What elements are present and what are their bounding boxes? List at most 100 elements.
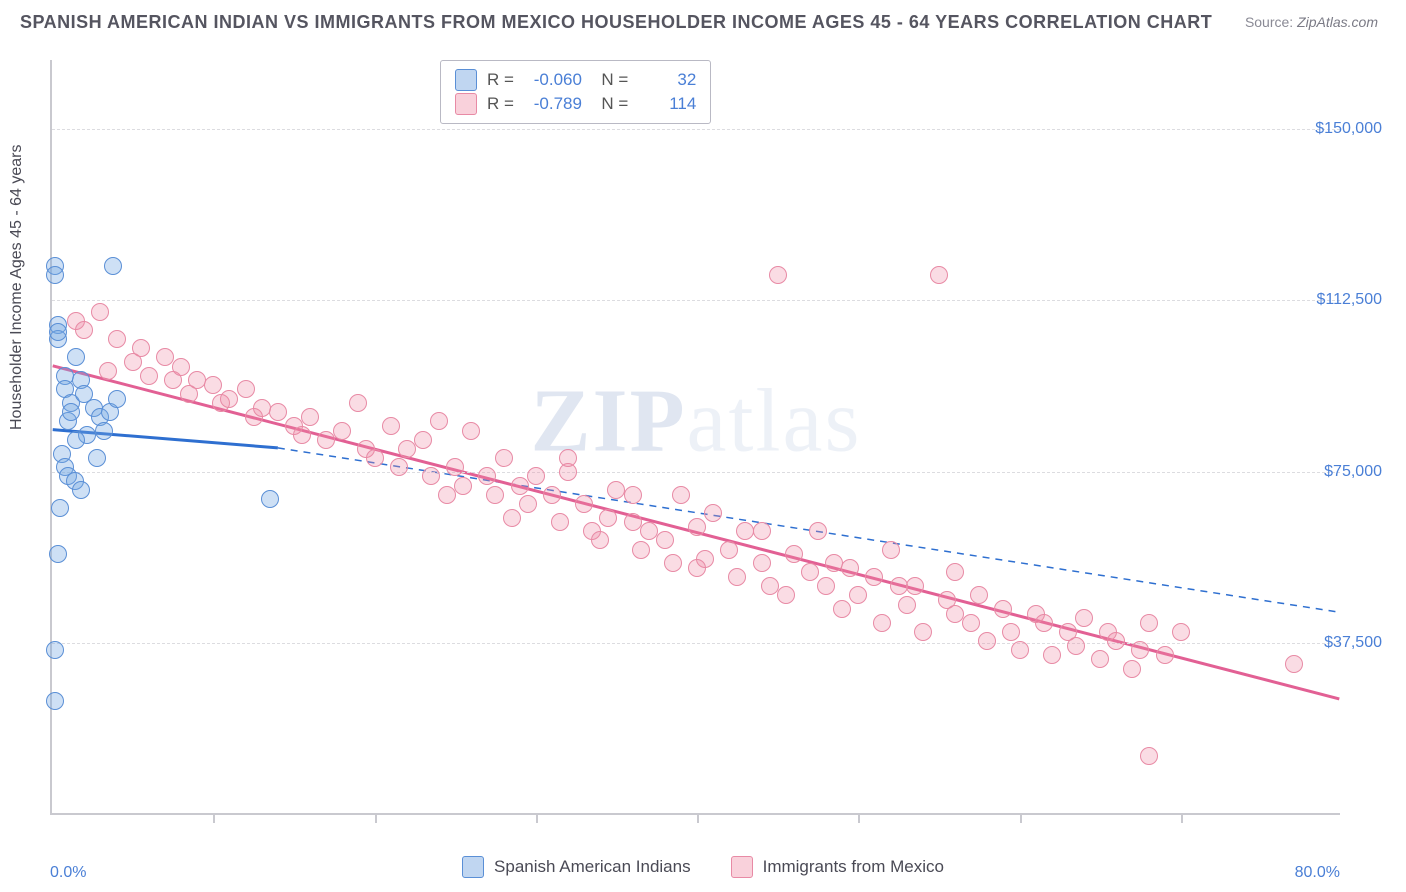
data-point — [454, 477, 472, 495]
data-point — [809, 522, 827, 540]
gridline — [52, 472, 1340, 473]
y-axis-label: Householder Income Ages 45 - 64 years — [8, 145, 26, 431]
data-point — [1067, 637, 1085, 655]
data-point — [777, 586, 795, 604]
data-point — [49, 323, 67, 341]
data-point — [591, 531, 609, 549]
gridline — [52, 129, 1340, 130]
data-point — [672, 486, 690, 504]
legend-item-pink: Immigrants from Mexico — [731, 856, 944, 878]
data-point — [333, 422, 351, 440]
data-point — [261, 490, 279, 508]
data-point — [511, 477, 529, 495]
data-point — [422, 467, 440, 485]
n-label: N = — [592, 70, 628, 90]
data-point — [172, 358, 190, 376]
data-point — [503, 509, 521, 527]
data-point — [1035, 614, 1053, 632]
data-point — [1075, 609, 1093, 627]
data-point — [753, 554, 771, 572]
data-point — [849, 586, 867, 604]
data-point — [156, 348, 174, 366]
data-point — [51, 499, 69, 517]
data-point — [1285, 655, 1303, 673]
y-tick-label: $75,000 — [1324, 463, 1382, 481]
source-value: ZipAtlas.com — [1297, 14, 1378, 30]
x-tick — [1020, 813, 1022, 823]
data-point — [551, 513, 569, 531]
data-point — [704, 504, 722, 522]
data-point — [1011, 641, 1029, 659]
data-point — [75, 321, 93, 339]
data-point — [1140, 614, 1158, 632]
data-point — [414, 431, 432, 449]
watermark: ZIPatlas — [531, 370, 862, 473]
legend-item-blue: Spanish American Indians — [462, 856, 691, 878]
data-point — [624, 513, 642, 531]
data-point — [269, 403, 287, 421]
data-point — [104, 257, 122, 275]
x-tick — [375, 813, 377, 823]
data-point — [1140, 747, 1158, 765]
data-point — [640, 522, 658, 540]
data-point — [599, 509, 617, 527]
data-point — [132, 339, 150, 357]
data-point — [398, 440, 416, 458]
data-point — [962, 614, 980, 632]
data-point — [1172, 623, 1190, 641]
data-point — [67, 348, 85, 366]
legend-label-blue: Spanish American Indians — [494, 857, 691, 877]
data-point — [1043, 646, 1061, 664]
swatch-pink-icon — [731, 856, 753, 878]
legend-row-pink: R = -0.789 N = 114 — [455, 93, 696, 115]
gridline — [52, 300, 1340, 301]
source-label: Source: — [1245, 14, 1293, 30]
data-point — [865, 568, 883, 586]
data-point — [817, 577, 835, 595]
data-point — [478, 467, 496, 485]
data-point — [46, 266, 64, 284]
data-point — [978, 632, 996, 650]
trend-lines-layer — [52, 60, 1340, 813]
data-point — [49, 545, 67, 563]
data-point — [890, 577, 908, 595]
data-point — [1091, 650, 1109, 668]
data-point — [946, 563, 964, 581]
data-point — [688, 559, 706, 577]
legend-row-blue: R = -0.060 N = 32 — [455, 69, 696, 91]
data-point — [462, 422, 480, 440]
y-tick-label: $112,500 — [1316, 291, 1382, 309]
data-point — [664, 554, 682, 572]
data-point — [99, 362, 117, 380]
data-point — [801, 563, 819, 581]
data-point — [559, 449, 577, 467]
data-point — [390, 458, 408, 476]
data-point — [825, 554, 843, 572]
data-point — [728, 568, 746, 586]
x-tick — [1181, 813, 1183, 823]
data-point — [293, 426, 311, 444]
data-point — [769, 266, 787, 284]
data-point — [62, 403, 80, 421]
data-point — [898, 596, 916, 614]
data-point — [970, 586, 988, 604]
data-point — [1002, 623, 1020, 641]
source-attribution: Source: ZipAtlas.com — [1245, 14, 1378, 30]
data-point — [204, 376, 222, 394]
y-tick-label: $37,500 — [1324, 634, 1382, 652]
data-point — [237, 380, 255, 398]
data-point — [632, 541, 650, 559]
data-point — [95, 422, 113, 440]
data-point — [301, 408, 319, 426]
data-point — [430, 412, 448, 430]
data-point — [446, 458, 464, 476]
data-point — [91, 303, 109, 321]
data-point — [543, 486, 561, 504]
data-point — [108, 390, 126, 408]
r-label: R = — [487, 70, 514, 90]
r-label: R = — [487, 94, 514, 114]
data-point — [46, 641, 64, 659]
data-point — [753, 522, 771, 540]
data-point — [1107, 632, 1125, 650]
data-point — [1131, 641, 1149, 659]
